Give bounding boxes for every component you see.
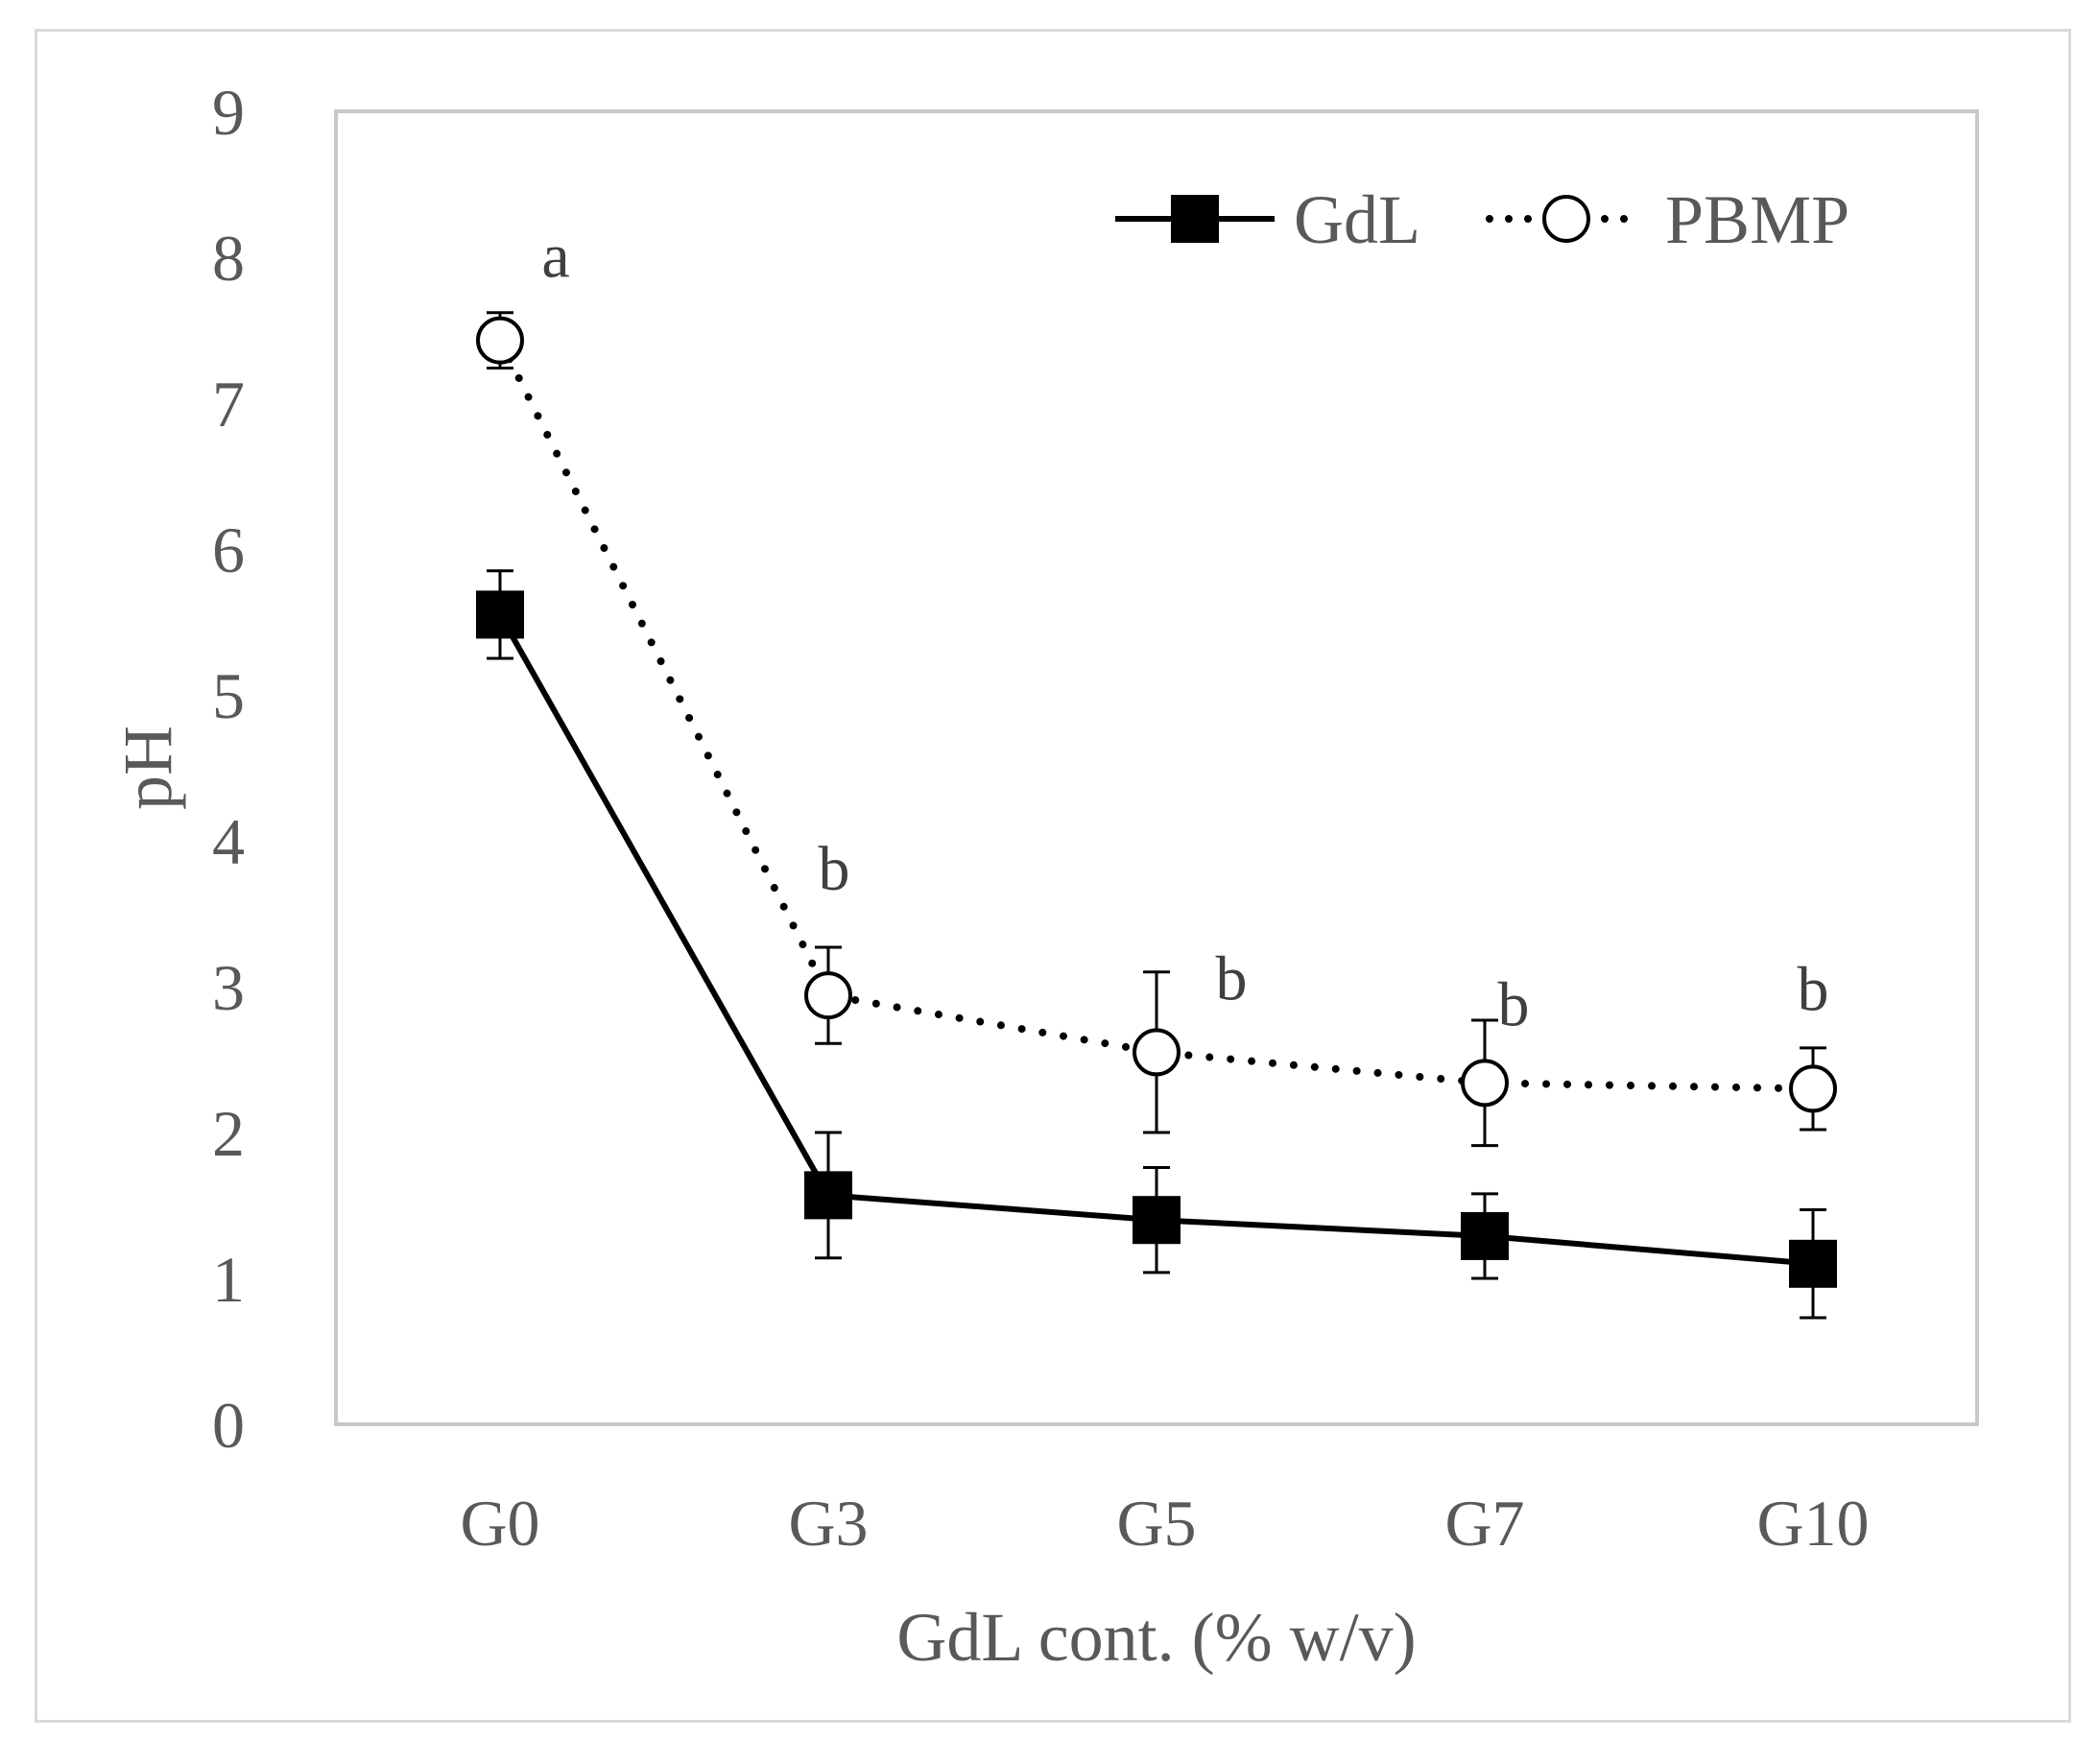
pbmp-data-point [1461, 1059, 1509, 1108]
series-layer: a b b b b [476, 222, 1837, 1320]
gdl-data-point [1133, 1196, 1181, 1245]
y-axis-ticks: 0 1 2 3 4 5 6 7 8 9 [212, 76, 245, 1462]
gdl-data-point [1461, 1211, 1509, 1260]
significance-label: b [1498, 969, 1530, 1039]
y-axis-title: pH [109, 726, 186, 810]
legend-pbmp-label: PBMP [1665, 181, 1849, 258]
x-tick-label: G10 [1756, 1487, 1869, 1560]
y-tick-label: 2 [212, 1097, 245, 1170]
x-tick-label: G3 [788, 1487, 868, 1560]
x-axis-ticks: G0 G3 G5 G7 G10 [460, 1487, 1869, 1560]
x-axis-title: GdL cont. (% w/v) [896, 1599, 1416, 1676]
legend-pbmp-marker [1542, 195, 1590, 243]
gdl-data-point [476, 590, 524, 639]
pbmp-data-point [1133, 1028, 1181, 1077]
y-tick-label: 9 [212, 76, 245, 149]
significance-label: b [1216, 943, 1248, 1013]
gdl-data-point [1789, 1239, 1837, 1288]
y-tick-label: 7 [212, 368, 245, 441]
legend-gdl-marker [1171, 195, 1219, 243]
significance-label: b [1798, 954, 1829, 1024]
y-tick-label: 0 [212, 1389, 245, 1462]
y-tick-label: 3 [212, 951, 245, 1024]
legend: GdL PBMP [1115, 181, 1849, 258]
y-tick-label: 1 [212, 1243, 245, 1316]
y-tick-label: 8 [212, 222, 245, 295]
x-tick-label: G0 [460, 1487, 539, 1560]
pbmp-data-point [476, 316, 524, 365]
pbmp-series-line [496, 336, 1817, 1093]
pbmp-data-point [804, 971, 852, 1020]
legend-gdl-label: GdL [1294, 181, 1420, 258]
y-tick-label: 6 [212, 513, 245, 586]
pbmp-data-point [1789, 1064, 1837, 1113]
x-tick-label: G5 [1116, 1487, 1196, 1560]
gdl-data-point [804, 1171, 852, 1220]
x-tick-label: G7 [1444, 1487, 1524, 1560]
significance-label: a [541, 222, 569, 292]
y-tick-label: 4 [212, 805, 245, 878]
y-tick-label: 5 [212, 659, 245, 732]
significance-label: b [819, 834, 850, 904]
